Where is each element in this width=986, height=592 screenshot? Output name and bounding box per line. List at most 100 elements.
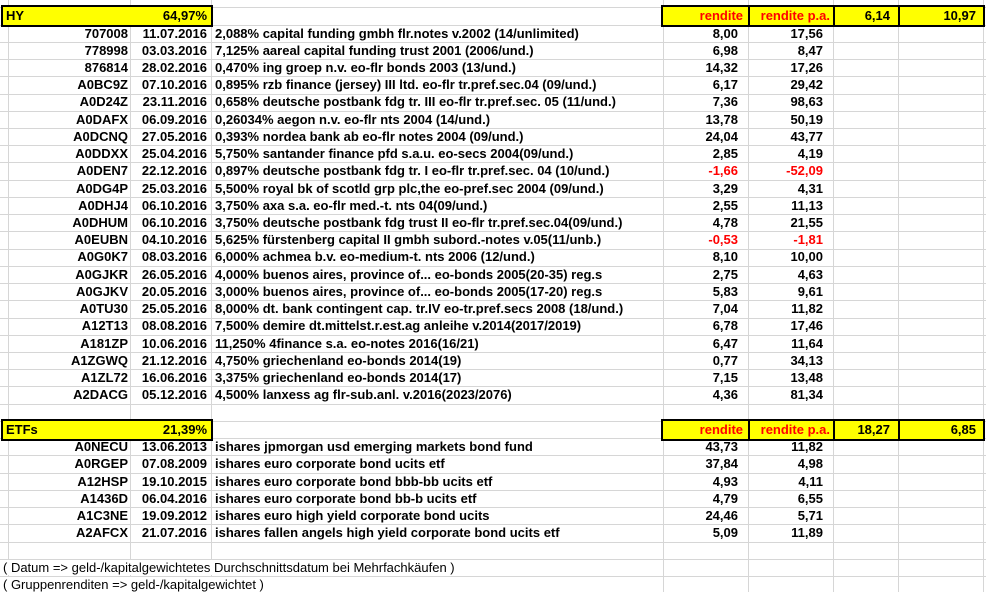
security-name-cell[interactable]: 4,750% griechenland eo-bonds 2014(19) [215, 352, 462, 368]
security-name-cell[interactable]: 4,500% lanxess ag flr-sub.anl. v.2016(20… [215, 387, 512, 403]
security-id-cell[interactable]: A12HSP [77, 473, 128, 489]
security-id-cell[interactable]: A0BC9Z [77, 77, 128, 93]
security-id-cell[interactable]: A0NECU [74, 439, 128, 455]
purchase-date-cell[interactable]: 07.08.2009 [141, 456, 207, 472]
security-name-cell[interactable]: 2,088% capital funding gmbh flr.notes v.… [215, 25, 579, 41]
security-name-cell[interactable]: 0,895% rzb finance (jersey) III ltd. eo-… [215, 77, 597, 93]
purchase-date-cell[interactable]: 08.08.2016 [141, 318, 207, 334]
purchase-date-cell[interactable]: 06.04.2016 [141, 490, 207, 506]
rendite-pa-cell[interactable]: 8,47 [797, 42, 823, 58]
etf-group-rendite-cell[interactable]: 18,27 [833, 421, 898, 439]
security-id-cell[interactable]: A181ZP [80, 335, 128, 351]
security-id-cell[interactable]: A0DAFX [75, 111, 128, 127]
security-name-cell[interactable]: ishares euro high yield corporate bond u… [215, 508, 490, 524]
rendite-pa-cell[interactable]: -1,81 [793, 232, 823, 248]
rendite-cell[interactable]: 43,73 [705, 439, 738, 455]
security-name-cell[interactable]: ishares jpmorgan usd emerging markets bo… [215, 439, 533, 455]
rendite-cell[interactable]: 5,09 [712, 525, 738, 541]
security-name-cell[interactable]: 5,500% royal bk of scotld grp plc,the eo… [215, 180, 604, 196]
purchase-date-cell[interactable]: 26.05.2016 [141, 266, 207, 282]
rendite-pa-cell[interactable]: 6,55 [797, 490, 823, 506]
security-id-cell[interactable]: A0EUBN [74, 232, 128, 248]
rendite-pa-cell[interactable]: 29,42 [790, 77, 823, 93]
rendite-pa-cell[interactable]: 11,82 [791, 301, 823, 317]
security-name-cell[interactable]: 8,000% dt. bank contingent cap. tr.IV eo… [215, 301, 624, 317]
security-id-cell[interactable]: A1C3NE [76, 508, 128, 524]
security-name-cell[interactable]: 3,750% axa s.a. eo-flr med.-t. nts 04(09… [215, 197, 488, 213]
security-name-cell[interactable]: 5,625% fürstenberg capital II gmbh subor… [215, 232, 602, 248]
security-id-cell[interactable]: A1ZGWQ [70, 352, 128, 368]
purchase-date-cell[interactable]: 25.05.2016 [141, 301, 207, 317]
rendite-cell[interactable]: 24,04 [705, 128, 738, 144]
security-name-cell[interactable]: 0,897% deutsche postbank fdg tr. I eo-fl… [215, 163, 610, 179]
security-id-cell[interactable]: A2AFCX [75, 525, 128, 541]
rendite-pa-cell[interactable]: 10,00 [790, 249, 823, 265]
security-id-cell[interactable]: A0DCNQ [73, 128, 128, 144]
security-name-cell[interactable]: ishares euro corporate bond ucits etf [215, 456, 445, 472]
security-name-cell[interactable]: 0,470% ing groep n.v. eo-flr bonds 2003 … [215, 60, 516, 76]
rendite-cell[interactable]: 8,00 [712, 25, 738, 41]
rendite-pa-cell[interactable]: 81,34 [790, 387, 823, 403]
rendite-pa-cell[interactable]: 11,82 [791, 439, 823, 455]
rendite-cell[interactable]: 13,78 [705, 111, 738, 127]
rendite-cell[interactable]: 4,36 [712, 387, 738, 403]
rendite-cell[interactable]: 7,36 [712, 94, 738, 110]
security-id-cell[interactable]: A0G0K7 [77, 249, 128, 265]
rendite-cell[interactable]: 4,93 [712, 473, 738, 489]
rendite-cell[interactable]: 4,78 [712, 215, 738, 230]
rendite-cell[interactable]: 7,04 [712, 301, 738, 317]
security-id-cell[interactable]: 876814 [84, 60, 128, 76]
purchase-date-cell[interactable]: 11.07.2016 [142, 25, 207, 41]
rendite-pa-cell[interactable]: -52,09 [786, 163, 823, 179]
security-name-cell[interactable]: 7,125% aareal capital funding trust 2001… [215, 42, 534, 58]
rendite-cell[interactable]: 2,55 [712, 197, 738, 213]
security-name-cell[interactable]: ishares euro corporate bond bb-b ucits e… [215, 490, 477, 506]
etf-col-header-rendite-pa[interactable]: rendite p.a. [748, 421, 833, 439]
security-id-cell[interactable]: 778998 [84, 42, 128, 58]
rendite-pa-cell[interactable]: 21,55 [790, 215, 823, 230]
purchase-date-cell[interactable]: 23.11.2016 [142, 94, 207, 110]
security-name-cell[interactable]: 3,375% griechenland eo-bonds 2014(17) [215, 369, 462, 385]
etf-col-header-rendite[interactable]: rendite [699, 422, 743, 437]
rendite-pa-cell[interactable]: 4,98 [797, 456, 823, 472]
purchase-date-cell[interactable]: 25.04.2016 [141, 146, 207, 162]
security-id-cell[interactable]: A2DACG [73, 387, 128, 403]
rendite-pa-cell[interactable]: 17,46 [790, 318, 823, 334]
rendite-cell[interactable]: 24,46 [705, 508, 738, 524]
rendite-cell[interactable]: 2,85 [712, 146, 738, 162]
security-name-cell[interactable]: 3,750% deutsche postbank fdg trust II eo… [215, 215, 623, 230]
purchase-date-cell[interactable]: 05.12.2016 [141, 387, 207, 403]
rendite-pa-cell[interactable]: 11,89 [791, 525, 823, 541]
rendite-cell[interactable]: 2,75 [712, 266, 738, 282]
purchase-date-cell[interactable]: 19.10.2015 [141, 473, 207, 489]
rendite-pa-cell[interactable]: 13,48 [790, 369, 823, 385]
rendite-pa-cell[interactable]: 4,31 [797, 180, 823, 196]
rendite-pa-cell[interactable]: 4,19 [797, 146, 823, 162]
rendite-pa-cell[interactable]: 43,77 [790, 128, 823, 144]
purchase-date-cell[interactable]: 21.12.2016 [141, 352, 207, 368]
hy-group-header-cell[interactable]: HY 64,97% [1, 5, 213, 27]
purchase-date-cell[interactable]: 22.12.2016 [141, 163, 207, 179]
security-name-cell[interactable]: 0,393% nordea bank ab eo-flr notes 2004 … [215, 128, 524, 144]
rendite-cell[interactable]: 6,78 [712, 318, 738, 334]
purchase-date-cell[interactable]: 20.05.2016 [141, 283, 207, 299]
rendite-cell[interactable]: 6,47 [712, 335, 738, 351]
rendite-pa-cell[interactable]: 4,63 [797, 266, 823, 282]
security-name-cell[interactable]: 5,750% santander finance pfd s.a.u. eo-s… [215, 146, 574, 162]
purchase-date-cell[interactable]: 06.09.2016 [141, 111, 207, 127]
security-name-cell[interactable]: 0,26034% aegon n.v. eo-flr nts 2004 (14/… [215, 111, 491, 127]
etf-group-header-cell[interactable]: ETFs 21,39% [1, 419, 213, 441]
purchase-date-cell[interactable]: 10.06.2016 [141, 335, 207, 351]
etf-group-rendite-pa-cell[interactable]: 6,85 [898, 421, 983, 439]
purchase-date-cell[interactable]: 25.03.2016 [141, 180, 207, 196]
purchase-date-cell[interactable]: 07.10.2016 [141, 77, 207, 93]
rendite-cell[interactable]: -1,66 [708, 163, 738, 179]
purchase-date-cell[interactable]: 08.03.2016 [141, 249, 207, 265]
rendite-pa-cell[interactable]: 17,56 [790, 25, 823, 41]
rendite-pa-cell[interactable]: 9,61 [797, 283, 823, 299]
purchase-date-cell[interactable]: 03.03.2016 [141, 42, 207, 58]
security-id-cell[interactable]: A12T13 [81, 318, 128, 334]
security-id-cell[interactable]: A0DG4P [75, 180, 128, 196]
purchase-date-cell[interactable]: 16.06.2016 [141, 369, 207, 385]
purchase-date-cell[interactable]: 28.02.2016 [141, 60, 207, 76]
